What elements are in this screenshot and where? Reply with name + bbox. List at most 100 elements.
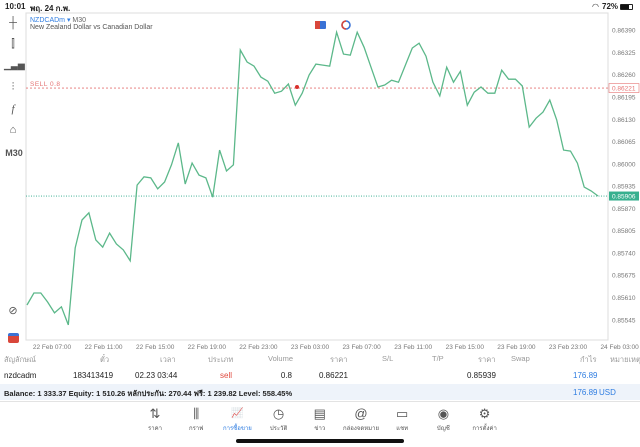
cell-open-price: 0.86221 [319,371,348,380]
nav-label: ข่าว [314,426,326,432]
settings-icon: ⚙ [478,406,491,421]
nav-chart[interactable]: ⫼ กราฟ [176,406,216,433]
depth-of-market-icon-half [341,20,347,30]
header-comment[interactable]: หมายเหตุ [610,355,640,364]
x-tick-label: 23 Feb 23:00 [549,344,588,351]
battery-icon [620,4,633,10]
chart-symbol-header[interactable]: NZDCADm ▾ M30 [30,16,86,24]
divider [0,401,640,402]
nav-label: กราฟ [188,426,204,432]
cell-type: sell [220,371,233,380]
cell-time: 02.23 03:44 [135,371,178,380]
header-tp[interactable]: T/P [432,354,444,363]
balance-summary: Balance: 1 333.37 Equity: 1 510.26 หลักป… [4,389,293,398]
y-tick-label: 0.85675 [612,273,636,280]
symbol-name[interactable]: NZDCADm [30,17,65,24]
total-profit: 176.89 [573,388,598,397]
battery-level: 72% [602,2,619,11]
balance-bar: Balance: 1 333.37 Equity: 1 510.26 หลักป… [0,384,640,400]
header-time[interactable]: เวลา [160,355,176,364]
candles-icon[interactable]: ⫿ [11,38,15,50]
x-tick-label: 22 Feb 23:00 [239,344,278,351]
history-icon: ◷ [272,406,285,421]
bid-price-tag [609,191,639,201]
nav-accounts[interactable]: ◉ บัญชี [423,406,463,433]
objects-icon[interactable]: ⌂ [9,124,17,136]
x-tick-label: 23 Feb 03:00 [291,344,330,351]
mailbox-icon: @ [354,406,368,421]
chart-icon: ⫼ [193,406,200,421]
header-volume[interactable]: Volume [268,354,294,363]
y-tick-label: 0.86390 [612,28,636,35]
nav-settings[interactable]: ⚙ การตั้งค่า [465,406,505,433]
sell-level-label: SELL 0.8 [30,81,61,88]
trade-panel-icon[interactable] [8,333,19,343]
chart-frame [25,12,609,341]
zoom-chart-icon[interactable]: ⊘ [8,305,18,317]
header-symbol[interactable]: สัญลักษณ์ [4,355,37,364]
cell-price: 0.85939 [467,371,496,380]
nav-history[interactable]: ◷ ประวัติ [259,406,299,433]
nav-label: การซื้อขาย [222,426,252,432]
y-tick-label: 0.86000 [612,161,636,168]
header-price[interactable]: ราคา [478,355,496,364]
header-profit[interactable]: กำไร [580,355,597,364]
function-icon[interactable]: f [11,103,15,115]
crosshair-icon[interactable]: ┼ [9,17,17,29]
symbol-description: New Zealand Dollar vs Canadian Dollar [30,24,153,31]
header-swap[interactable]: Swap [511,354,530,363]
accounts-icon: ◉ [437,406,450,421]
y-tick-label: 0.86065 [612,139,636,146]
sell-entry-marker [295,85,299,89]
bid-price-tag-text: 0.85906 [612,193,636,200]
nav-news[interactable]: ▤ ข่าว [300,406,340,433]
nav-trade[interactable]: 📈 การซื้อขาย [217,406,257,433]
chart-timeframe: M30 [72,17,87,24]
x-tick-label: 22 Feb 15:00 [136,344,175,351]
cell-ticket: 183413419 [73,371,114,380]
chevron-down-icon[interactable]: ▾ [66,17,71,24]
cell-volume: 0.8 [280,371,292,380]
home-indicator[interactable] [236,439,404,443]
y-tick-label: 0.85935 [612,184,636,191]
status-date: พฤ. 24 ก.พ. [30,4,71,13]
x-tick-label: 23 Feb 15:00 [446,344,485,351]
y-tick-label: 0.85610 [612,295,636,302]
header-ticket[interactable]: ตั๋ว [100,355,110,364]
y-tick-label: 0.85545 [612,317,636,324]
x-tick-label: 23 Feb 07:00 [342,344,381,351]
news-icon: ▤ [313,406,326,421]
nav-label: ราคา [148,426,162,432]
nav-quotes[interactable]: ⇅ ราคา [135,406,175,433]
nav-label: บัญชี [436,426,450,432]
x-tick-label: 23 Feb 11:00 [394,344,432,351]
cell-profit: 176.89 [573,371,598,380]
nav-mailbox[interactable]: @ กล่องจดหมาย [341,406,381,433]
header-sl[interactable]: S/L [382,354,394,363]
price-chart[interactable]: 0.86390 0.86325 0.86260 0.86195 0.86130 0.860… [0,0,640,360]
y-tick-label: 0.86130 [612,117,636,124]
trade-icon: 📈 [231,408,244,419]
quotes-icon: ⇅ [149,406,161,421]
timeframe-button[interactable]: M30 [5,148,23,158]
nav-chat[interactable]: ▭ แชท [382,406,422,433]
status-time: 10:01 [5,2,26,11]
settings-sliders-icon[interactable]: ⫶ [11,81,15,93]
nav-label: แชท [396,426,409,432]
indicators-icon[interactable]: ▁▃▅ [4,60,25,70]
cell-symbol[interactable]: nzdcadm [4,371,37,380]
wifi-icon: ◠ [592,2,599,11]
y-tick-label: 0.86325 [612,50,636,57]
header-open-price[interactable]: ราคา [330,355,348,364]
nav-label: กล่องจดหมาย [342,426,380,432]
y-tick-label: 0.85740 [612,250,636,257]
header-type[interactable]: ประเภท [208,355,234,364]
nav-label: การตั้งค่า [472,426,497,432]
x-tick-label: 22 Feb 19:00 [188,344,227,351]
x-tick-label: 24 Feb 03:00 [600,344,639,351]
sell-price-tag-text: 0.86221 [612,85,636,92]
x-tick-label: 23 Feb 19:00 [497,344,536,351]
one-click-trading-icon-half [315,21,320,29]
currency: USD [599,388,616,397]
sell-price-tag [608,83,640,93]
